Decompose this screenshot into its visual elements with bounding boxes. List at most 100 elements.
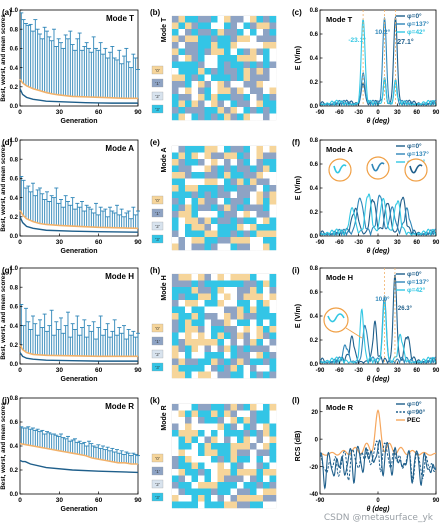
metasurface-unit-cell [230, 100, 238, 108]
metasurface-unit-cell [198, 430, 205, 437]
metasurface-unit-cell [172, 48, 179, 56]
metasurface-unit-cell [172, 185, 179, 192]
mode-label: Mode T [106, 14, 134, 23]
metasurface-unit-cell [172, 87, 179, 95]
metasurface-unit-cell [243, 449, 251, 457]
metasurface-unit-cell [185, 488, 192, 496]
metasurface-unit-cell [263, 230, 270, 238]
legend-label: φ=0° [407, 12, 422, 20]
metasurface-unit-cell [224, 191, 231, 199]
metasurface-unit-cell [256, 287, 264, 294]
unit-legend-label: '0' [155, 198, 159, 203]
metasurface-unit-cell [263, 107, 270, 114]
metasurface-unit-cell [250, 237, 257, 244]
metasurface-unit-cell [230, 48, 238, 56]
metasurface-unit-cell [172, 332, 179, 340]
metasurface-unit-cell [263, 436, 270, 444]
metasurface-unit-cell [250, 462, 257, 470]
y-axis-label: Best, worst, and mean scores [0, 144, 7, 232]
metasurface-unit-cell [204, 287, 212, 294]
metasurface-unit-cell [191, 430, 199, 437]
metasurface-unit-cell [211, 87, 218, 95]
metasurface-unit-cell [224, 358, 231, 366]
metasurface-unit-cell [230, 280, 238, 288]
metasurface-unit-cell [263, 274, 270, 281]
y-tick-label: 0.0 [310, 362, 319, 368]
x-tick-label: 90 [134, 367, 142, 374]
metasurface-unit-cell [250, 469, 257, 476]
metasurface-unit-cell [178, 482, 186, 489]
metasurface-unit-cell [178, 339, 186, 346]
metasurface-unit-cell [224, 475, 231, 483]
metasurface-unit-cell [211, 443, 218, 450]
x-tick-label: -90 [316, 110, 325, 116]
metasurface-unit-cell [224, 29, 231, 36]
metasurface-unit-cell [269, 68, 277, 75]
plot-area [320, 193, 436, 236]
metasurface-unit-cell [211, 29, 218, 36]
metasurface-unit-cell [230, 443, 238, 450]
zoom-callout-leader [345, 327, 363, 339]
metasurface-unit-cell [269, 462, 277, 470]
metasurface-unit-cell [211, 243, 218, 251]
metasurface-unit-cell [224, 274, 231, 281]
metasurface-unit-cell [256, 404, 264, 411]
metasurface-unit-cell [269, 371, 277, 379]
metasurface-unit-cell [224, 35, 231, 43]
metasurface-unit-cell [263, 306, 270, 314]
metasurface-unit-cell [204, 42, 212, 49]
metasurface-unit-cell [211, 172, 218, 179]
metasurface-unit-cell [263, 178, 270, 186]
metasurface-unit-cell [217, 475, 225, 483]
x-tick-label: 60 [95, 239, 103, 246]
y-tick-label: 1.0 [10, 266, 19, 272]
metasurface-unit-cell [230, 81, 238, 88]
metasurface-unit-cell [243, 417, 251, 424]
angle-annotation: 10.2° [375, 28, 391, 36]
metasurface-unit-cell [224, 68, 231, 75]
metasurface-unit-cell [191, 243, 199, 251]
unit-legend-label: '0' [155, 68, 159, 73]
metasurface-unit-cell [198, 371, 205, 379]
metasurface-unit-cell [237, 224, 244, 231]
metasurface-unit-cell [237, 482, 244, 489]
metasurface-unit-cell [269, 237, 277, 244]
mode-label: Mode R [105, 402, 134, 411]
unit-legend-label: '1' [155, 339, 159, 344]
metasurface-unit-cell [230, 423, 238, 431]
metasurface-unit-cell [198, 358, 205, 366]
metasurface-unit-cell [256, 113, 264, 121]
x-tick-label: -30 [354, 368, 363, 374]
metasurface-unit-cell [204, 332, 212, 340]
metasurface-unit-cell [237, 501, 244, 509]
metasurface-unit-cell [198, 152, 205, 160]
metasurface-unit-cell [224, 417, 231, 424]
metasurface-unit-cell [256, 94, 264, 101]
unit-legend-label: '3' [155, 365, 159, 370]
unit-legend-label: '0' [155, 456, 159, 461]
metasurface-unit-cell [243, 35, 251, 43]
metasurface-unit-cell [204, 81, 212, 88]
metasurface-unit-cell [204, 159, 212, 166]
metasurface-unit-cell [198, 423, 205, 431]
metasurface-unit-cell [217, 449, 225, 457]
metasurface-unit-cell [224, 185, 231, 192]
metasurface-unit-cell [263, 146, 270, 153]
metasurface-unit-cell [178, 469, 186, 476]
metasurface-unit-cell [191, 237, 199, 244]
metasurface-unit-cell [198, 48, 205, 56]
metasurface-unit-cell [256, 462, 264, 470]
metasurface-unit-cell [204, 306, 212, 314]
metasurface-unit-cell [211, 35, 218, 43]
y-axis-label: Best, worst, and mean scores [0, 14, 7, 102]
metasurface-unit-cell [263, 443, 270, 450]
metasurface-unit-cell [250, 87, 257, 95]
metasurface-unit-cell [198, 436, 205, 444]
metasurface-unit-cell [243, 237, 251, 244]
metasurface-unit-cell [191, 152, 199, 160]
panel-g: (g) 0 30 60 90 0.0 0.2 0.4 0.6 0.8 1.0 Generation Be… [0, 266, 142, 383]
metasurface-unit-cell [178, 94, 186, 101]
y-tick-label: 0.8 [310, 8, 319, 14]
panel-a: (a) 0 30 60 90 0.0 0.2 0.4 0.6 0.8 1.0 Generation Be… [0, 8, 142, 125]
metasurface-unit-cell [224, 456, 231, 463]
